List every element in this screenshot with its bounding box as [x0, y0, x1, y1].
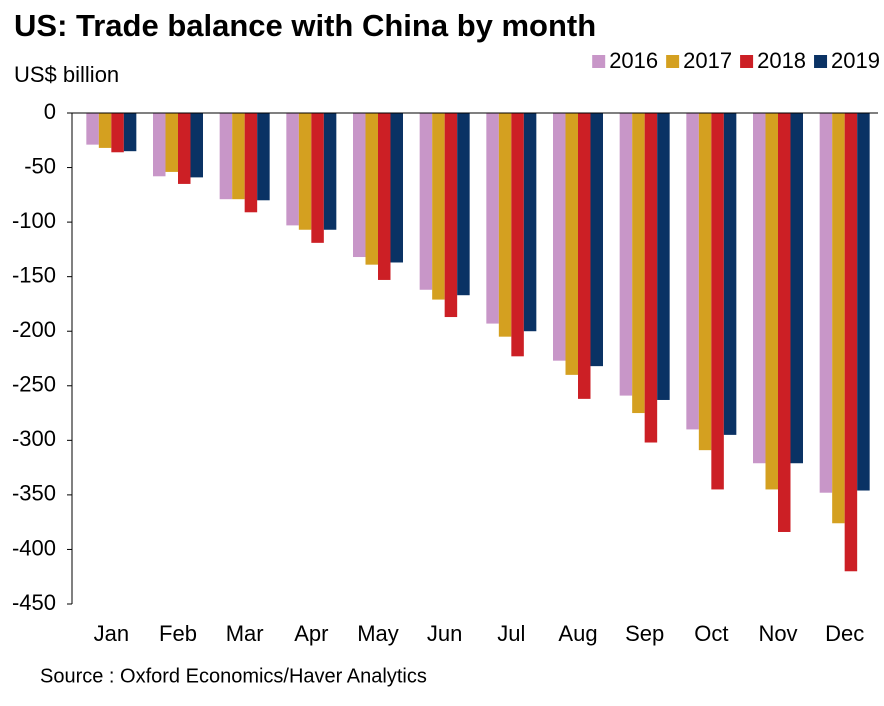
y-tick-label: -200 [12, 317, 56, 342]
bar [511, 113, 524, 357]
bar [523, 113, 537, 332]
bar [844, 113, 858, 572]
bar [753, 113, 766, 464]
x-tick-label: Jan [94, 621, 129, 646]
bar [257, 113, 270, 201]
bar [298, 113, 312, 230]
bar [311, 113, 324, 243]
bar [765, 113, 778, 490]
y-tick-label: -400 [12, 535, 56, 560]
bar [711, 113, 724, 490]
legend-swatch [740, 55, 754, 68]
bar [444, 113, 458, 318]
bar [86, 113, 99, 145]
bar [323, 113, 337, 230]
bar [178, 113, 191, 184]
y-tick-label: -150 [12, 262, 56, 287]
bar [790, 113, 803, 464]
x-tick-label: Feb [159, 621, 197, 646]
bar [123, 113, 137, 152]
x-tick-label: Sep [625, 621, 664, 646]
bar [486, 113, 499, 324]
legend-label: 2017 [683, 48, 732, 73]
legend-label: 2018 [757, 48, 806, 73]
bar [498, 113, 512, 337]
y-tick-label: -450 [12, 590, 56, 615]
bar [390, 113, 403, 263]
bar [723, 113, 737, 435]
x-tick-label: Apr [294, 621, 328, 646]
y-tick-label: -100 [12, 208, 56, 233]
y-tick-label: -50 [24, 153, 56, 178]
x-tick-label: Aug [558, 621, 597, 646]
bar [232, 113, 245, 200]
y-axis-label: US$ billion [14, 62, 119, 87]
y-tick-label: -350 [12, 481, 56, 506]
legend-swatch [666, 55, 680, 68]
y-tick-label: -300 [12, 426, 56, 451]
legend-label: 2016 [609, 48, 658, 73]
bar [111, 113, 124, 153]
bar [819, 113, 833, 493]
bar [686, 113, 699, 430]
bar [857, 113, 870, 491]
bar [457, 113, 470, 296]
bar [219, 113, 233, 200]
bar [778, 113, 791, 532]
bar [553, 113, 566, 361]
bar [565, 113, 578, 375]
bar [619, 113, 633, 396]
source-note: Source : Oxford Economics/Haver Analytic… [40, 665, 427, 687]
bar [698, 113, 712, 451]
legend-swatch [592, 55, 606, 68]
bar [190, 113, 203, 178]
legend-swatch [814, 55, 828, 68]
bar [365, 113, 378, 265]
x-tick-label: Jun [427, 621, 462, 646]
bar [578, 113, 591, 399]
bar [98, 113, 112, 148]
bar [286, 113, 299, 226]
bar [153, 113, 166, 177]
bar [419, 113, 433, 290]
bar [632, 113, 645, 414]
bar [657, 113, 670, 400]
bar [832, 113, 845, 524]
bar [590, 113, 603, 367]
legend-label: 2019 [831, 48, 880, 73]
x-tick-label: Dec [825, 621, 864, 646]
x-tick-label: Nov [758, 621, 797, 646]
bar [378, 113, 391, 280]
bar [644, 113, 658, 443]
x-tick-label: Oct [694, 621, 728, 646]
x-tick-label: Jul [497, 621, 525, 646]
y-tick-label: -250 [12, 372, 56, 397]
chart-title: US: Trade balance with China by month [14, 8, 596, 43]
bar [165, 113, 178, 172]
bar [244, 113, 258, 213]
y-tick-label: 0 [44, 99, 56, 124]
x-tick-label: Mar [226, 621, 264, 646]
bar [353, 113, 366, 258]
bar [432, 113, 445, 300]
x-tick-label: May [357, 621, 399, 646]
